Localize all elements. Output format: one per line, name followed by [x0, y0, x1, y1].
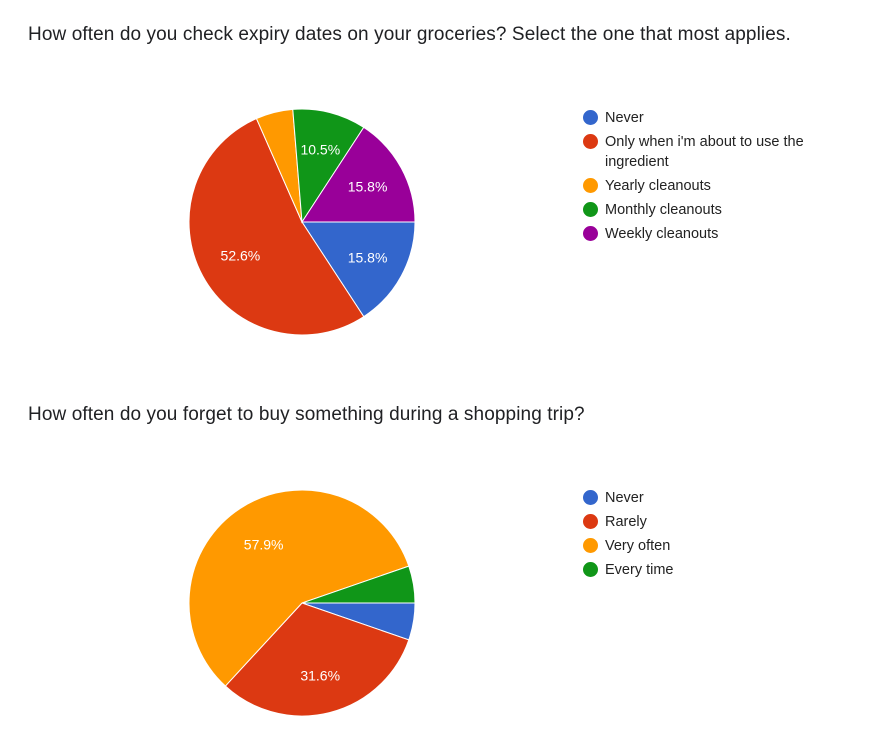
- legend-label: Never: [605, 110, 644, 126]
- legend-item[interactable]: Yearly cleanouts: [583, 176, 833, 196]
- legend-swatch-icon: [583, 514, 598, 529]
- legend-item[interactable]: Monthly cleanouts: [583, 200, 833, 220]
- legend-label: Only when i'm about to use the ingredien…: [605, 134, 804, 170]
- pie-slice-monthly-cleanouts[interactable]: [292, 108, 365, 224]
- pie-slice-every-time[interactable]: [301, 565, 416, 604]
- legend-item[interactable]: Only when i'm about to use the ingredien…: [583, 132, 833, 172]
- legend-expiry-dates: Never Only when i'm about to use the ingr…: [583, 108, 833, 248]
- pie-chart-expiry-dates: 15.8% 52.6% 10.5% 15.8%: [188, 108, 416, 336]
- legend-label: Monthly cleanouts: [605, 202, 722, 218]
- question-2-title: How often do you forget to buy something…: [28, 404, 585, 425]
- pie-slice-rarely[interactable]: [224, 602, 410, 717]
- legend-swatch-icon: [583, 178, 598, 193]
- legend-swatch-icon: [583, 490, 598, 505]
- legend-swatch-icon: [583, 202, 598, 217]
- legend-label: Rarely: [605, 514, 647, 530]
- question-1-title: How often do you check expiry dates on y…: [28, 24, 791, 45]
- slice-percent-label: 52.6%: [221, 247, 261, 263]
- slice-percent-label: 31.6%: [300, 667, 340, 683]
- pie-slice-weekly-cleanouts[interactable]: [301, 126, 416, 223]
- slice-percent-label: 57.9%: [244, 536, 284, 552]
- legend-swatch-icon: [583, 538, 598, 553]
- slice-percent-label: 15.8%: [348, 250, 388, 266]
- legend-swatch-icon: [583, 226, 598, 241]
- legend-swatch-icon: [583, 562, 598, 577]
- legend-label: Never: [605, 490, 644, 506]
- legend-swatch-icon: [583, 134, 598, 149]
- legend-item[interactable]: Rarely: [583, 512, 833, 532]
- legend-forget-to-buy: Never Rarely Very often Every time: [583, 488, 833, 584]
- slice-percent-label: 15.8%: [348, 178, 388, 194]
- legend-item[interactable]: Weekly cleanouts: [583, 224, 833, 244]
- legend-label: Every time: [605, 562, 674, 578]
- pie-slice-only-when-i-m-about-to-use-the-ingredient[interactable]: [188, 117, 365, 336]
- legend-label: Weekly cleanouts: [605, 226, 719, 242]
- legend-item[interactable]: Never: [583, 108, 833, 128]
- legend-label: Yearly cleanouts: [605, 178, 711, 194]
- legend-swatch-icon: [583, 110, 598, 125]
- slice-percent-label: 10.5%: [300, 142, 340, 158]
- pie-slice-never[interactable]: [301, 221, 416, 318]
- legend-item[interactable]: Never: [583, 488, 833, 508]
- legend-label: Very often: [605, 538, 671, 554]
- legend-item[interactable]: Every time: [583, 560, 833, 580]
- pie-slice-very-often[interactable]: [188, 489, 410, 687]
- legend-item[interactable]: Very often: [583, 536, 833, 556]
- pie-chart-forget-to-buy: 31.6% 57.9%: [188, 489, 416, 717]
